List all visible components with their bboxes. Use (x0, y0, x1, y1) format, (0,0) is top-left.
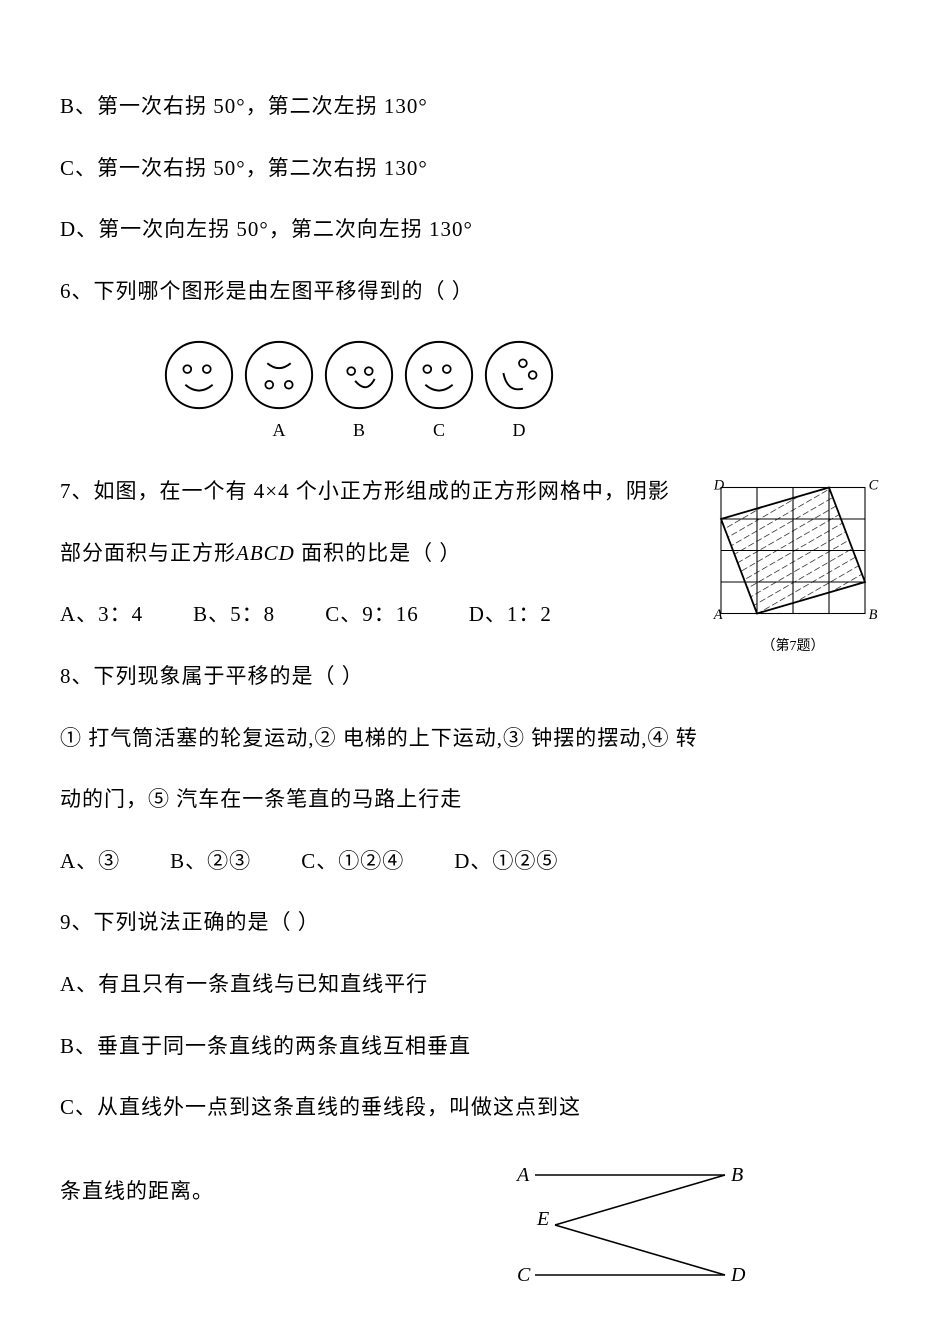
q7-opt-c: C、9：16 (325, 598, 419, 632)
q7-label-c: C (869, 478, 879, 493)
q8-opt-a: A、③ (60, 845, 120, 879)
opt-d: D、第一次向左拐 50°，第二次向左拐 130° (60, 213, 885, 247)
q6-figure: A B C D (160, 336, 885, 445)
q7-label-d: D (713, 478, 725, 493)
q8-items: ① 打气筒活塞的轮复运动,② 电梯的上下运动,③ 钟摆的摆动,④ 转 (60, 722, 885, 756)
q9-opt-a: A、有且只有一条直线与已知直线平行 (60, 968, 885, 1002)
q9-text: 9、下列说法正确的是（ ） (60, 906, 885, 940)
q8-text: 8、下列现象属于平移的是（ ） (60, 660, 885, 694)
face-ref (160, 336, 238, 445)
q7-opt-d: D、1：2 (469, 598, 552, 632)
face-a-label: A (273, 416, 286, 445)
q8-options: A、③ B、②③ C、①②④ D、①②⑤ (60, 845, 885, 879)
q7-opt-b: B、5：8 (193, 598, 275, 632)
z-label-c: C (517, 1264, 531, 1286)
q7-caption: （第7题） (703, 636, 883, 658)
z-label-b: B (731, 1164, 743, 1186)
q7-line2-post: 面积的比是（ ） (295, 541, 462, 565)
face-b: B (320, 336, 398, 445)
opt-b: B、第一次右拐 50°，第二次左拐 130° (60, 90, 885, 124)
q8-opt-c: C、①②④ (301, 845, 404, 879)
q9-opt-c: C、从直线外一点到这条直线的垂线段，叫做这点到这 (60, 1091, 885, 1125)
face-d: D (480, 336, 558, 445)
z-label-e: E (536, 1208, 549, 1230)
q7-label-b: B (869, 607, 878, 623)
face-d-label: D (513, 416, 526, 445)
q8-opt-d: D、①②⑤ (454, 845, 558, 879)
q9-opt-b: B、垂直于同一条直线的两条直线互相垂直 (60, 1030, 885, 1064)
q7-label-a: A (713, 607, 723, 623)
face-c: C (400, 336, 478, 445)
q7-opt-a: A、3：4 (60, 598, 143, 632)
z-label-a: A (515, 1164, 530, 1186)
q8-items2: 动的门，⑤ 汽车在一条笔直的马路上行走 (60, 783, 885, 817)
q8-opt-b: B、②③ (170, 845, 251, 879)
q7-figure: A B C D （第7题） (703, 478, 883, 643)
q6-text: 6、下列哪个图形是由左图平移得到的（ ） (60, 275, 885, 309)
z-figure: A B E C D (495, 1155, 775, 1295)
q7-abcd: ABCD (236, 541, 295, 565)
face-c-label: C (433, 416, 445, 445)
opt-c: C、第一次右拐 50°，第二次右拐 130° (60, 152, 885, 186)
face-a: A (240, 336, 318, 445)
face-b-label: B (353, 416, 365, 445)
q7-line2-pre: 部分面积与正方形 (60, 541, 236, 565)
z-label-d: D (730, 1264, 746, 1286)
